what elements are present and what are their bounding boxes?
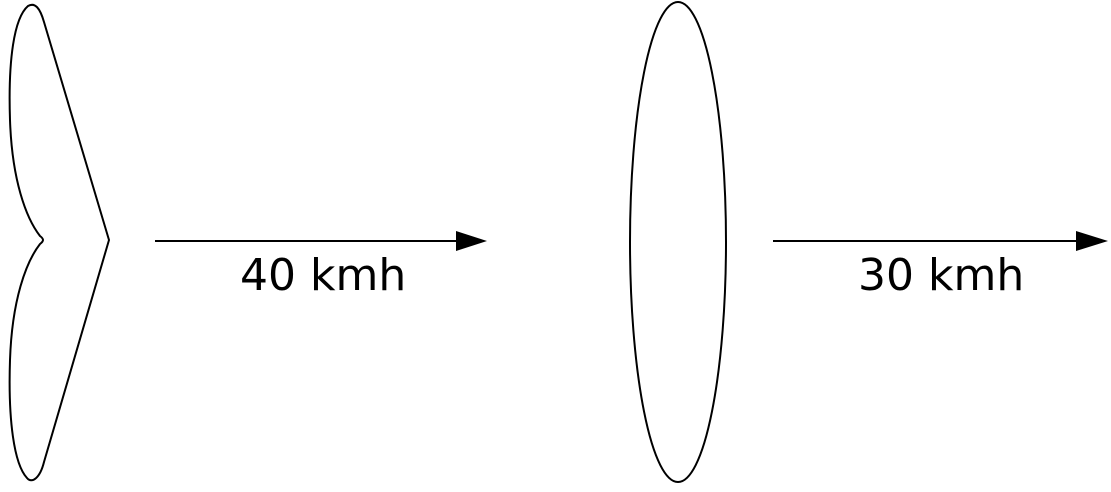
- swept-wing-shape: [8, 3, 110, 482]
- arrow-head-2: [1076, 231, 1108, 251]
- speed-label-2: 30 kmh: [858, 250, 1024, 301]
- speed-label-1: 40 kmh: [240, 250, 406, 301]
- velocity-arrow-1: [155, 231, 487, 251]
- velocity-arrow-2: [773, 231, 1108, 251]
- ellipse-shape: [629, 1, 727, 483]
- arrow-head-1: [456, 231, 487, 251]
